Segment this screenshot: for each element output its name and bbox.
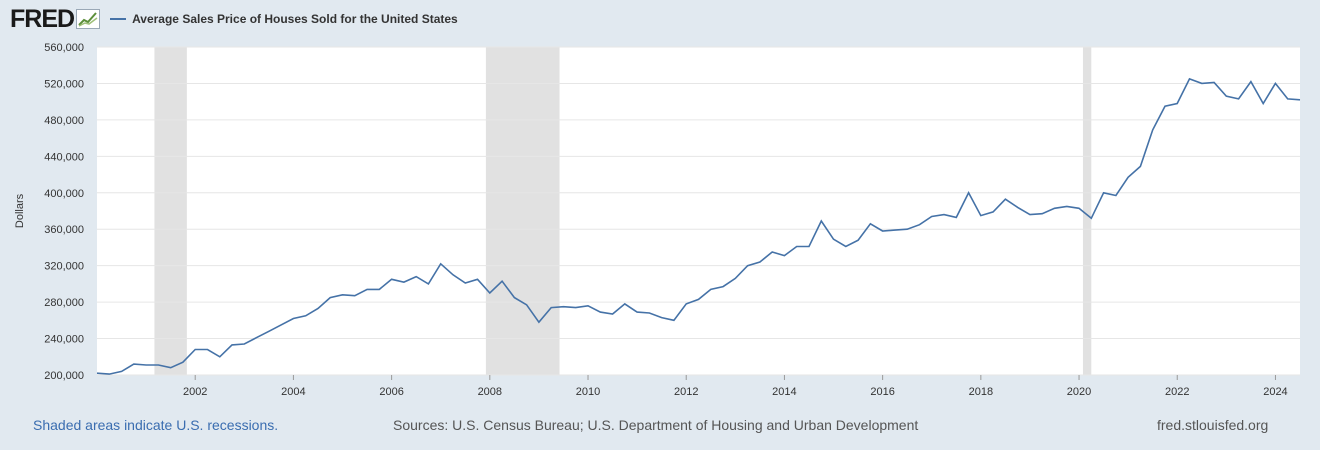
y-tick-label: 440,000 (44, 151, 84, 163)
y-axis-label: Dollars (14, 193, 26, 228)
legend: Average Sales Price of Houses Sold for t… (110, 12, 458, 26)
fred-graph-icon (76, 9, 101, 29)
line-chart: 200,000 240,000 280,000 320,000 360,000 400,0… (14, 42, 1301, 398)
x-tick-label: 2004 (281, 386, 305, 398)
y-tick-label: 480,000 (44, 115, 84, 127)
x-tick-label: 2008 (478, 386, 502, 398)
y-tick-label: 560,000 (44, 42, 84, 54)
y-tick-label: 320,000 (44, 261, 84, 273)
series-line (96, 77, 1301, 375)
y-tick-label: 400,000 (44, 188, 84, 200)
y-tick-label: 280,000 (44, 297, 84, 309)
recession-band (485, 47, 560, 375)
legend-swatch (110, 18, 127, 20)
y-tick-label: 200,000 (44, 370, 84, 382)
x-tick-label: 2024 (1263, 386, 1287, 398)
legend-label: Average Sales Price of Houses Sold for t… (132, 12, 458, 26)
x-tick-label: 2016 (870, 386, 894, 398)
fred-logo[interactable]: FRED (10, 4, 75, 33)
y-tick-label: 240,000 (44, 334, 84, 346)
site-link[interactable]: fred.stlouisfed.org (1157, 417, 1269, 433)
plot-area (97, 47, 1300, 375)
x-tick-label: 2014 (772, 386, 796, 398)
gridlines (97, 46, 1300, 376)
x-tick-label: 2010 (576, 386, 600, 398)
x-tick-label: 2006 (379, 386, 403, 398)
recession-band (154, 47, 187, 375)
y-tick-label: 520,000 (44, 78, 84, 90)
x-tick-label: 2002 (183, 386, 207, 398)
y-axis-ticks: 200,000 240,000 280,000 320,000 360,000 400,0… (44, 42, 84, 382)
recession-bands (154, 47, 1092, 375)
header: FRED Average Sales Price of Houses Sold … (10, 4, 458, 33)
x-tick-label: 2020 (1067, 386, 1091, 398)
x-tick-label: 2018 (969, 386, 993, 398)
x-tick-label: 2012 (674, 386, 698, 398)
x-axis-ticks: 2002 2004 2006 2008 2010 2012 2014 2016 2018 2020… (183, 375, 1288, 398)
x-tick-label: 2022 (1165, 386, 1189, 398)
sources-text: Sources: U.S. Census Bureau; U.S. Depart… (393, 417, 919, 433)
recession-band (1082, 47, 1092, 375)
recession-note-link[interactable]: Shaded areas indicate U.S. recessions. (33, 417, 279, 433)
y-tick-label: 360,000 (44, 224, 84, 236)
